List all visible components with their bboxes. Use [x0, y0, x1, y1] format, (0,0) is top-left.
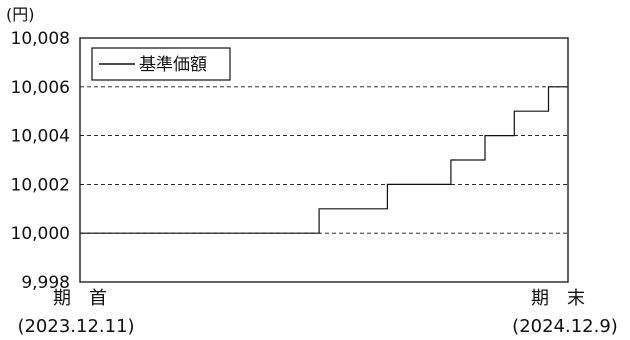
x-start-label: 期 首 [53, 288, 107, 309]
legend: 基準価額 [91, 47, 231, 81]
y-unit-label: (円) [6, 5, 35, 24]
grid-lines [80, 86, 568, 234]
y-tick-label: 10,004 [11, 127, 70, 147]
y-tick-label: 10,006 [11, 78, 70, 98]
y-tick-label: 9,998 [21, 273, 70, 293]
x-end-label: 期 末 [531, 288, 585, 309]
y-tick-label: 10,002 [11, 175, 70, 195]
legend-label: 基準価額 [139, 55, 207, 75]
plot-frame [79, 37, 569, 283]
y-tick-label: 10,008 [11, 29, 70, 49]
y-axis-ticks: 9,998 10,000 10,002 10,004 10,006 10,008 [11, 29, 70, 293]
x-start-date: (2023.12.11) [17, 316, 134, 337]
y-tick-label: 10,000 [11, 224, 70, 244]
x-end-date: (2024.12.9) [512, 316, 618, 337]
series-line-基準価額 [80, 86, 568, 234]
